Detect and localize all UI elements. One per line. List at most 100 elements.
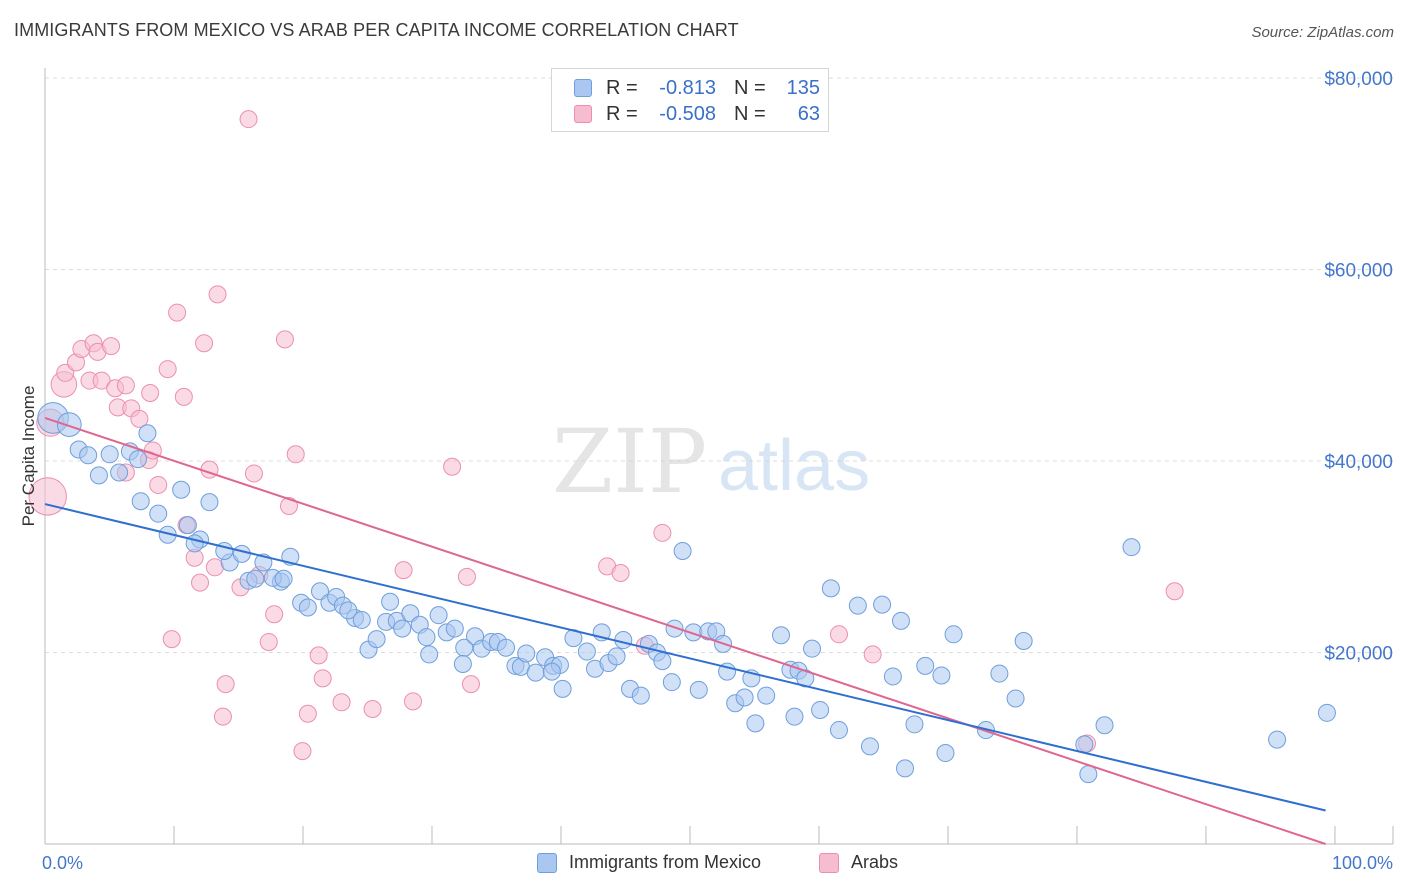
data-point-mexico — [896, 759, 915, 778]
data-point-mexico — [905, 715, 924, 734]
data-point-mexico — [936, 744, 955, 763]
data-point-mexico — [339, 601, 358, 620]
data-point-mexico — [149, 504, 168, 523]
legend-n-value: 63 — [797, 102, 820, 125]
data-point-mexico — [178, 516, 197, 535]
data-point-arabs — [363, 699, 382, 718]
data-point-mexico — [393, 619, 412, 638]
legend-item-arabs[interactable]: Arabs — [819, 852, 898, 873]
data-point-arabs — [162, 630, 181, 649]
data-point-mexico — [246, 569, 265, 588]
legend-label-mexico: Immigrants from Mexico — [569, 852, 762, 872]
data-point-mexico — [821, 579, 840, 598]
data-point-mexico — [79, 446, 98, 465]
data-point-mexico — [990, 664, 1009, 683]
data-point-mexico — [1079, 765, 1098, 784]
data-point-mexico — [200, 493, 219, 512]
data-point-mexico — [1014, 632, 1033, 651]
y-tick-label: $40,000 — [1324, 452, 1393, 473]
data-point-mexico — [381, 592, 400, 611]
data-point-arabs — [309, 646, 328, 665]
legend-r-label: R = — [606, 76, 638, 99]
data-point-mexico — [883, 667, 902, 686]
data-point-arabs — [244, 464, 263, 483]
data-point-mexico — [1317, 703, 1336, 722]
x-tick-label: 100.0% — [1332, 853, 1393, 873]
data-point-arabs — [168, 303, 187, 322]
legend-r-value: -0.508 — [659, 102, 716, 125]
data-point-mexico — [138, 424, 157, 443]
data-point-mexico — [298, 598, 317, 617]
data-point-mexico — [848, 596, 867, 615]
data-point-mexico — [757, 686, 776, 705]
data-point-mexico — [420, 645, 439, 664]
watermark: ZIP atlas — [552, 410, 870, 513]
data-point-mexico — [232, 544, 251, 563]
trend-lines — [44, 416, 1326, 845]
data-point-arabs — [102, 337, 121, 356]
data-point-mexico — [497, 638, 516, 657]
data-point-mexico — [673, 542, 692, 561]
grid-lines — [45, 77, 1393, 653]
data-point-arabs — [275, 330, 294, 349]
data-point-mexico — [274, 569, 293, 588]
data-point-arabs — [141, 384, 160, 403]
legend-label-arabs: Arabs — [851, 852, 899, 872]
data-point-mexico — [873, 595, 892, 614]
data-point-arabs — [239, 110, 258, 129]
data-point-mexico — [1095, 716, 1114, 735]
legend-swatch-pink — [574, 105, 592, 123]
data-point-arabs — [443, 457, 462, 476]
data-point-mexico — [172, 480, 191, 499]
data-point-mexico — [526, 663, 545, 682]
legend-row-mexico: R = -0.813 N = 135 — [574, 76, 820, 100]
data-point-arabs — [116, 376, 135, 395]
data-point-arabs — [174, 387, 193, 406]
data-point-arabs — [457, 567, 476, 586]
data-point-arabs — [279, 497, 298, 516]
data-point-mexico — [1122, 538, 1141, 557]
legend-swatch-arabs — [819, 852, 839, 873]
data-point-mexico — [665, 619, 684, 638]
data-point-arabs — [394, 561, 413, 580]
legend-row-arabs: R = -0.508 N = 63 — [574, 102, 820, 126]
y-tick-label: $20,000 — [1324, 644, 1393, 665]
data-point-arabs — [213, 707, 232, 726]
data-point-mexico — [100, 445, 119, 464]
y-axis-label: Per Capita Income — [19, 386, 38, 527]
source-label: Source: ZipAtlas.com — [1251, 24, 1394, 41]
data-point-mexico — [1006, 689, 1025, 708]
data-point-arabs — [130, 409, 149, 428]
data-point-mexico — [607, 647, 626, 666]
legend-item-mexico[interactable]: Immigrants from Mexico — [537, 852, 761, 873]
legend-n-value: 135 — [786, 76, 820, 99]
x-tick-label: 0.0% — [42, 853, 83, 873]
data-point-mexico — [553, 679, 572, 698]
legend-swatch-mexico — [537, 852, 557, 873]
data-point-mexico — [772, 626, 791, 645]
watermark-atlas: atlas — [718, 426, 870, 506]
chart-title: IMMIGRANTS FROM MEXICO VS ARAB PER CAPIT… — [14, 20, 739, 40]
data-point-mexico — [1268, 730, 1287, 749]
legend-swatch-blue — [574, 79, 592, 97]
trend-line-mexico — [44, 503, 1326, 812]
data-point-mexico — [803, 639, 822, 658]
y-tick-label: $60,000 — [1324, 261, 1393, 282]
data-point-mexico — [417, 628, 436, 647]
data-point-arabs — [208, 285, 227, 304]
data-point-mexico — [429, 606, 448, 625]
data-point-arabs — [313, 669, 332, 688]
data-point-mexico — [944, 625, 963, 644]
data-point-mexico — [689, 680, 708, 699]
data-point-arabs — [191, 573, 210, 592]
data-point-mexico — [110, 463, 129, 482]
data-point-arabs — [461, 675, 480, 694]
watermark-zip: ZIP — [552, 410, 707, 513]
data-point-mexico — [56, 412, 82, 438]
data-point-arabs — [92, 371, 111, 390]
axes — [44, 68, 1394, 845]
data-point-mexico — [352, 610, 371, 629]
data-point-arabs — [1165, 582, 1184, 601]
data-point-mexico — [577, 642, 596, 661]
